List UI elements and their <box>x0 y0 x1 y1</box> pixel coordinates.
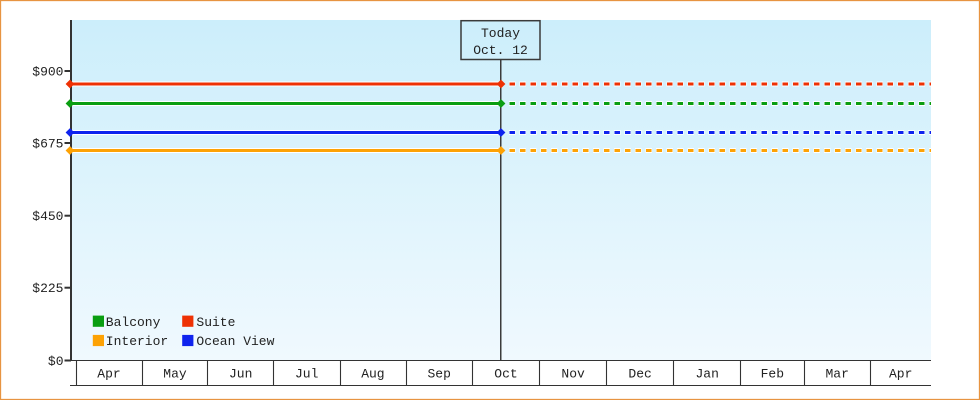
svg-text:$450: $450 <box>32 209 63 224</box>
svg-text:Jun: Jun <box>229 367 252 382</box>
svg-text:$225: $225 <box>32 281 63 296</box>
svg-text:$675: $675 <box>32 137 63 152</box>
svg-text:Nov: Nov <box>561 367 585 382</box>
svg-text:Mar: Mar <box>825 367 848 382</box>
svg-text:Oct: Oct <box>494 367 517 382</box>
svg-text:May: May <box>163 367 187 382</box>
svg-text:Jan: Jan <box>695 367 718 382</box>
svg-text:Today: Today <box>481 26 520 41</box>
svg-text:Apr: Apr <box>97 367 120 382</box>
svg-text:Sep: Sep <box>427 367 450 382</box>
svg-text:Aug: Aug <box>361 367 384 382</box>
svg-text:Jul: Jul <box>295 367 319 382</box>
svg-text:$0: $0 <box>48 354 64 369</box>
svg-text:Suite: Suite <box>196 315 235 330</box>
svg-text:Interior: Interior <box>106 334 168 349</box>
svg-text:Feb: Feb <box>761 367 784 382</box>
svg-text:Balcony: Balcony <box>106 315 161 330</box>
svg-text:Ocean View: Ocean View <box>196 334 274 349</box>
svg-text:$900: $900 <box>32 65 63 80</box>
svg-text:Dec: Dec <box>628 367 651 382</box>
svg-text:Oct. 12: Oct. 12 <box>473 43 528 58</box>
svg-text:Apr: Apr <box>889 367 912 382</box>
